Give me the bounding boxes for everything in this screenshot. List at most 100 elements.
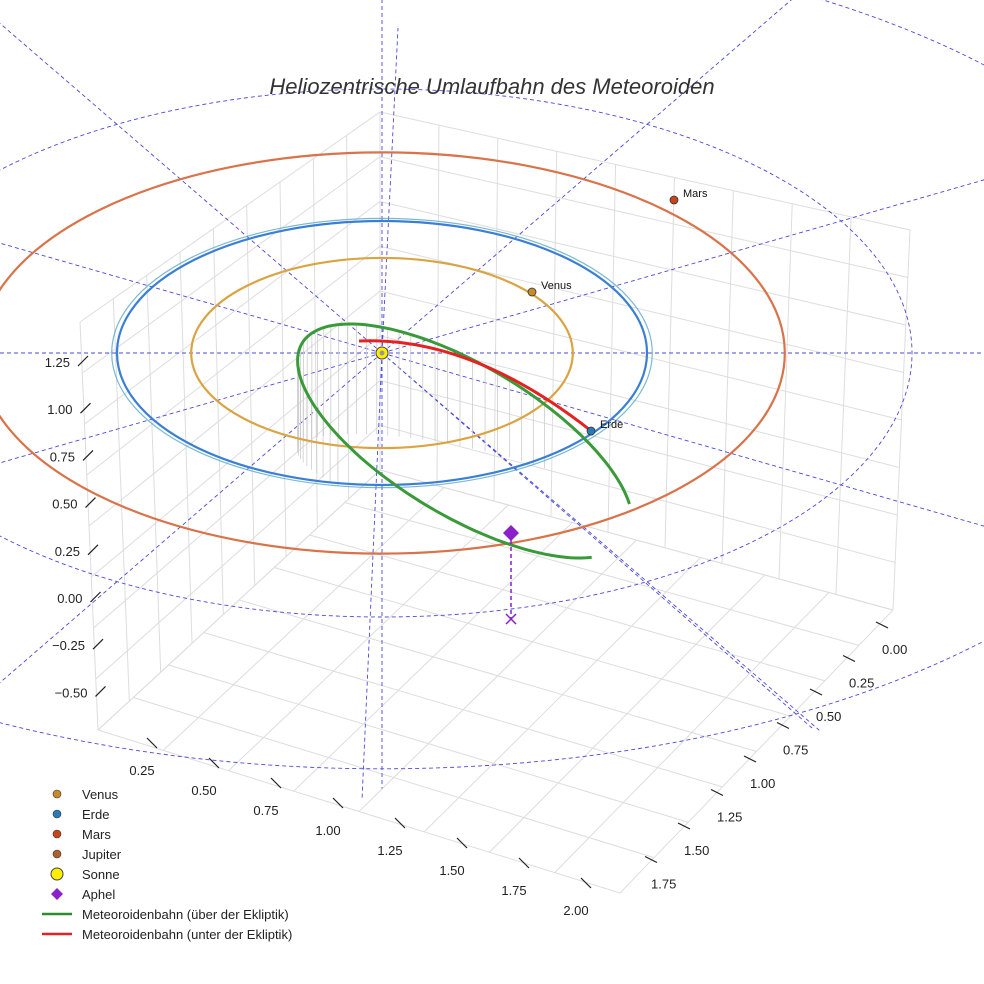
orbit-erde [115,219,649,487]
orbit-venus [190,256,574,450]
grid-line [90,335,381,578]
z-tick [87,544,99,556]
y-tick [677,822,691,830]
z-tick-label: 1.00 [47,402,72,417]
legend-label: Venus [82,787,119,802]
grid-line [379,290,902,421]
grid-line [379,469,894,611]
x-tick [146,737,158,749]
z-tick [90,591,101,603]
z-tick [85,497,96,509]
grid-line [379,111,911,231]
y-tick [809,688,823,696]
planet-label-erde: Erde [600,419,623,431]
y-tick-label: 0.00 [882,642,907,657]
y-tick [776,721,790,730]
legend-marker [50,867,64,881]
x-tick-label: 0.75 [253,803,278,818]
ecliptic-ray [381,352,813,729]
z-tick [92,638,104,650]
z-tick [77,355,89,367]
grid-line [379,424,896,563]
z-tick-label: 0.00 [57,591,82,606]
z-tick-label: 1.25 [45,355,70,370]
meteoroid-orbit-below [358,339,591,432]
legend-marker [52,789,62,799]
y-tick-label: 1.50 [684,843,709,858]
x-tick-label: 0.25 [129,763,154,778]
y-tick-label: 1.00 [750,776,775,791]
ecliptic-ray [381,352,984,527]
y-tick [743,755,757,763]
x-tick-label: 1.00 [315,823,340,838]
grid-line [309,534,825,682]
ecliptic-ring [0,88,913,618]
z-tick [80,402,91,414]
ecliptic-ray [381,352,820,731]
y-tick-label: 0.75 [783,743,808,758]
y-tick-label: 0.25 [849,676,874,691]
x-tick [208,757,220,769]
grid-line [95,424,381,680]
y-tick [710,788,724,797]
planet-marker-mars [669,195,679,205]
z-tick [82,449,94,461]
grid-line [379,156,908,278]
grid-line [344,502,860,646]
grid-line [238,599,757,752]
planet-marker-erde [586,426,596,436]
ecliptic-ray [381,0,792,354]
orbit-mars [0,151,786,555]
legend-marker [52,849,62,859]
y-tick [875,621,889,629]
grid-line [84,201,381,425]
grid-line [79,111,381,323]
z-tick-label: 0.25 [55,544,80,559]
y-tick-label: 1.25 [717,810,742,825]
ecliptic-ray [361,352,383,801]
y-tick [644,855,658,864]
axis-grid [79,111,911,894]
legend-label: Meteoroidenbahn (über der Ekliptik) [82,907,289,922]
legend-marker [52,829,62,839]
legend-label: Sonne [82,867,120,882]
grid-line [88,290,381,527]
ecliptic-reference-lines [0,0,984,801]
legend-label: Jupiter [82,847,122,862]
aphel-projection-marker [505,613,517,625]
ecliptic-ray [0,352,383,464]
planet-label-venus: Venus [541,280,572,292]
ecliptic-ray [381,179,984,354]
planet-marker-venus [527,287,537,297]
grid-line [423,557,701,833]
legend-marker [52,809,62,819]
x-tick [456,837,468,849]
legend-label: Mars [82,827,111,842]
legend-label: Meteoroidenbahn (unter der Ekliptik) [82,927,292,942]
x-tick [394,817,406,829]
sun-core [379,350,385,356]
legend-label: Aphel [82,887,115,902]
grid-line [619,609,894,894]
ecliptic-ray [0,352,383,684]
grid-line [274,567,791,717]
orbit-curves [0,151,786,625]
z-tick-label: −0.50 [55,685,88,700]
chart-title: Heliozentrische Umlaufbahn des Meteoroid… [269,74,714,99]
axis-ticks: 1.25 1.00 0.75 0.50 0.25 0.00 −0.25 −0.50 0.25 0.… [45,355,908,918]
orbit-drop-lines [297,324,545,486]
legend: Venus Erde Mars Jupiter Sonne Aphel Meteoroide… [42,787,292,942]
planet-label-mars: Mars [683,188,708,200]
legend-label: Erde [82,807,109,822]
legend-marker [51,888,63,900]
ecliptic-ray [0,22,383,354]
orbit-erde-shadow [111,217,653,489]
grid-line [379,380,898,516]
y-tick-label: 1.75 [651,877,676,892]
x-tick [518,857,530,869]
x-tick-label: 1.25 [377,843,402,858]
grid-line [93,380,381,629]
z-tick [95,685,106,697]
grid-line [81,156,381,374]
